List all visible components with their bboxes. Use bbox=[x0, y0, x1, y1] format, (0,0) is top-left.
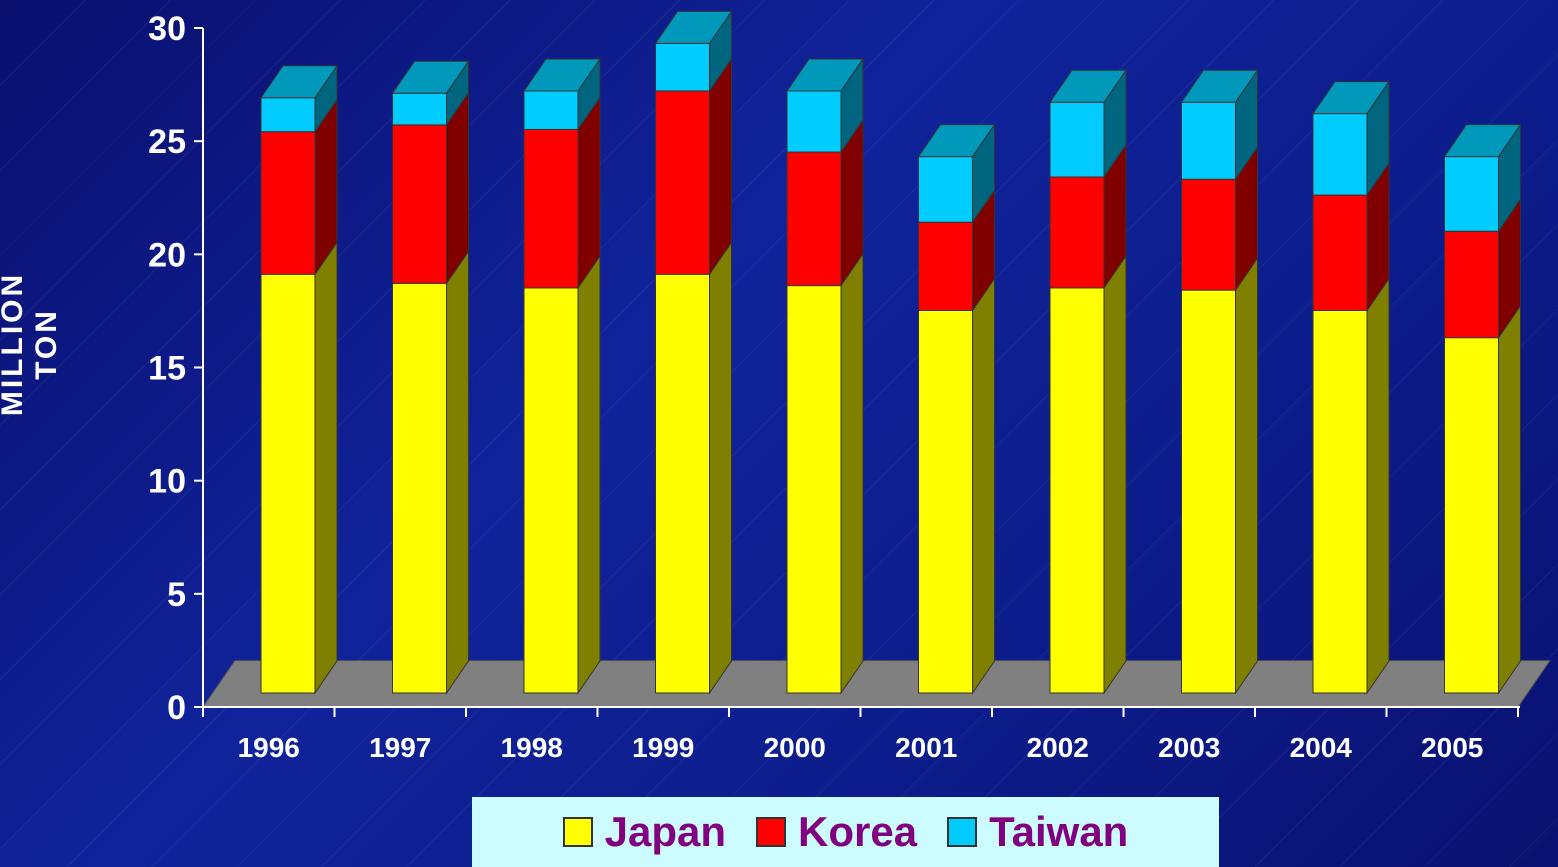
y-tick-label: 15 bbox=[148, 350, 186, 388]
bar-korea-2000-front bbox=[786, 151, 842, 287]
bar-korea-2005-front bbox=[1444, 230, 1499, 339]
bar-japan-1997-side bbox=[446, 249, 469, 695]
x-tick-label: 2000 bbox=[764, 732, 826, 763]
bar-japan-2004-side bbox=[1366, 276, 1390, 695]
bar-taiwan-1996-front bbox=[260, 97, 316, 133]
legend-item-korea: Korea bbox=[756, 808, 917, 856]
bar-taiwan-2001-front bbox=[918, 156, 973, 223]
bar-korea-2004-front bbox=[1312, 194, 1368, 311]
x-tick-label: 2001 bbox=[895, 732, 957, 763]
bar-taiwan-2000-front bbox=[786, 90, 842, 153]
legend-item-japan: Japan bbox=[562, 808, 727, 856]
bar-taiwan-1999-front bbox=[655, 42, 710, 92]
y-tick-label: 0 bbox=[167, 689, 186, 727]
bar-korea-1997-front bbox=[392, 124, 447, 284]
legend-swatch-taiwan bbox=[947, 817, 978, 847]
bar-taiwan-1996-top bbox=[260, 65, 338, 99]
y-axis-label: MILLION TON bbox=[0, 271, 63, 417]
x-tick-label: 1999 bbox=[632, 732, 694, 763]
y-tick-label: 20 bbox=[148, 236, 186, 274]
bar-korea-1996-front bbox=[260, 131, 316, 275]
bar-taiwan-2003-front bbox=[1181, 101, 1236, 180]
y-tick-label: 10 bbox=[148, 463, 186, 501]
bar-taiwan-2005-top bbox=[1443, 124, 1522, 158]
bar-korea-2002-front bbox=[1049, 176, 1105, 289]
bar-taiwan-2004-front bbox=[1312, 113, 1368, 196]
legend-label-japan: Japan bbox=[604, 808, 727, 855]
x-tick-label: 1997 bbox=[369, 732, 431, 763]
bar-taiwan-2001-top bbox=[917, 124, 996, 158]
bar-korea-1997-side bbox=[446, 91, 469, 285]
bar-taiwan-1998-front bbox=[523, 90, 579, 130]
y-tick-label: 25 bbox=[148, 123, 186, 161]
x-tick-label: 2005 bbox=[1421, 732, 1483, 763]
bar-japan-2002-side bbox=[1103, 254, 1127, 695]
bar-taiwan-1998-top bbox=[523, 58, 601, 92]
bar-taiwan-2002-front bbox=[1049, 101, 1105, 178]
bar-taiwan-2003-top bbox=[1180, 69, 1259, 103]
bar-japan-1998-front bbox=[523, 287, 579, 694]
x-tick-label: 2002 bbox=[1027, 732, 1089, 763]
bar-japan-1998-side bbox=[577, 254, 601, 695]
x-tick-label: 2004 bbox=[1290, 732, 1353, 763]
bar-japan-2001-front bbox=[918, 309, 973, 694]
bar-taiwan-1999-top bbox=[654, 10, 733, 44]
bar-japan-2004-front bbox=[1312, 309, 1368, 694]
bar-japan-1999-front bbox=[655, 273, 710, 694]
bar-taiwan-2004-top bbox=[1312, 81, 1390, 115]
bar-japan-1997-front bbox=[392, 282, 447, 694]
bar-japan-2005-front bbox=[1444, 337, 1499, 694]
bar-japan-2005-side bbox=[1498, 304, 1521, 695]
bar-japan-2003-front bbox=[1181, 289, 1236, 694]
bar-korea-1998-front bbox=[523, 128, 579, 289]
x-tick-label: 2003 bbox=[1158, 732, 1220, 763]
y-tick-label: 5 bbox=[167, 576, 186, 614]
bar-japan-2000-side bbox=[840, 251, 864, 695]
bar-taiwan-2002-top bbox=[1049, 69, 1127, 103]
bar-japan-1996-side bbox=[314, 240, 338, 695]
chart-legend: Japan Korea Taiwan bbox=[472, 797, 1219, 867]
bar-taiwan-1997-front bbox=[392, 92, 447, 126]
bar-japan-2001-side bbox=[972, 276, 995, 695]
legend-label-korea: Korea bbox=[798, 808, 918, 855]
legend-label-taiwan: Taiwan bbox=[989, 808, 1129, 855]
bar-korea-1998-side bbox=[577, 95, 601, 290]
bar-taiwan-2000-top bbox=[786, 58, 864, 92]
bar-taiwan-2005-front bbox=[1444, 156, 1499, 232]
legend-swatch-japan bbox=[562, 817, 593, 847]
x-tick-label: 1998 bbox=[501, 732, 563, 763]
bar-japan-1996-front bbox=[260, 273, 316, 694]
bar-japan-2002-front bbox=[1049, 287, 1105, 694]
bar-taiwan-1997-top bbox=[391, 60, 470, 94]
y-tick-label: 30 bbox=[148, 10, 186, 48]
bar-japan-2000-front bbox=[786, 285, 842, 694]
legend-swatch-korea bbox=[756, 817, 787, 847]
bar-korea-2001-front bbox=[918, 221, 973, 311]
x-tick-label: 1996 bbox=[238, 732, 300, 763]
legend-item-taiwan: Taiwan bbox=[947, 808, 1128, 856]
bar-japan-2003-side bbox=[1235, 256, 1258, 695]
bar-japan-1999-side bbox=[709, 240, 732, 695]
bar-korea-2003-front bbox=[1181, 178, 1236, 291]
bar-korea-1999-front bbox=[655, 90, 710, 275]
bar-korea-1999-side bbox=[709, 57, 732, 276]
